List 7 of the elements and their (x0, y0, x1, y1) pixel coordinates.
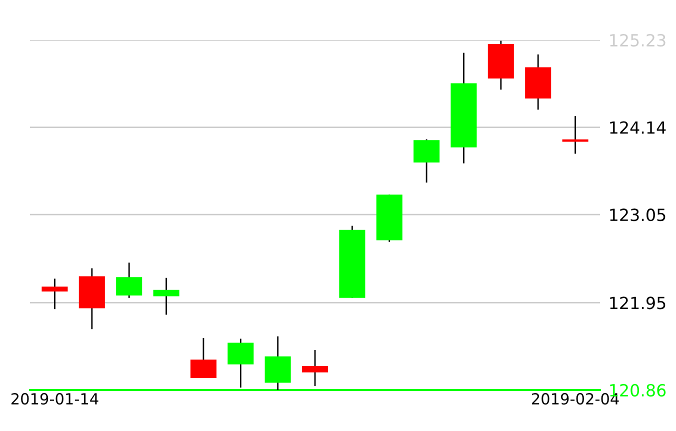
y-tick-label: 123.05 (610, 208, 666, 222)
y-tick-label: 124.14 (610, 121, 666, 134)
x-tick-label: 2019-01-14 (11, 393, 98, 405)
candlestick (153, 277, 180, 316)
y-tick-label: 121.95 (610, 296, 666, 310)
candlestick (302, 349, 328, 387)
candlestick (42, 278, 68, 310)
